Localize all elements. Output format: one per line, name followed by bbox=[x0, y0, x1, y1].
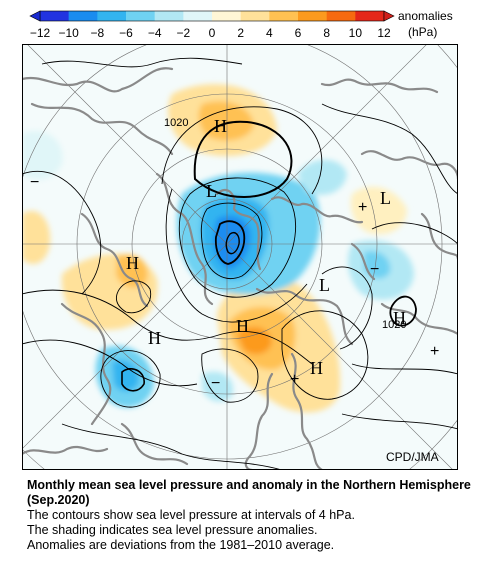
caption-line: Anomalies are deviations from the 1981–2… bbox=[27, 538, 335, 552]
positive-anomaly-sign: + bbox=[290, 371, 299, 388]
caption-line: The contours show sea level pressure at … bbox=[27, 508, 355, 522]
colorbar-cell bbox=[298, 11, 327, 21]
isobar bbox=[321, 103, 458, 195]
colorbar-cell bbox=[68, 11, 98, 21]
isobar-label: 1020 bbox=[164, 117, 188, 129]
legend-title-unit: (hPa) bbox=[408, 25, 437, 39]
colorbar-tick-label: −10 bbox=[58, 26, 79, 40]
anomaly-colorbar: −12 −10 −8 −6 −4 −2 0 2 4 6 8 10 12 anomalies (hPa) bbox=[29, 9, 453, 40]
colorbar-tick-labels: −12 −10 −8 −6 −4 −2 0 2 4 6 8 10 12 bbox=[30, 26, 391, 40]
negative-anomaly-region bbox=[22, 130, 63, 180]
positive-anomaly-sign: + bbox=[430, 343, 439, 360]
colorbar-tick-label: 10 bbox=[349, 26, 363, 40]
low-pressure-center: L bbox=[319, 275, 330, 295]
isobar bbox=[61, 423, 283, 470]
high-pressure-center: H bbox=[236, 316, 249, 336]
high-pressure-center: H bbox=[148, 328, 161, 348]
positive-anomaly-sign: + bbox=[358, 199, 367, 216]
negative-anomaly-region bbox=[297, 159, 347, 195]
positive-anomaly-region bbox=[116, 254, 148, 288]
colorbar-tick-label: 12 bbox=[377, 26, 391, 40]
negative-anomaly-sign: − bbox=[30, 174, 39, 191]
graticule bbox=[22, 44, 458, 470]
colorbar-cell bbox=[97, 11, 127, 21]
colorbar-right-arrow bbox=[383, 10, 395, 22]
high-pressure-center: H bbox=[393, 308, 406, 328]
isobar bbox=[22, 339, 198, 387]
isobar bbox=[115, 280, 152, 314]
colorbar-cell bbox=[212, 11, 241, 21]
colorbar-tick-label: 2 bbox=[237, 26, 244, 40]
colorbar-cell bbox=[326, 11, 356, 21]
colorbar-tick-label: 8 bbox=[323, 26, 330, 40]
high-pressure-center: H bbox=[126, 253, 139, 273]
anomaly-sign-markers: + − − − + + bbox=[30, 174, 439, 392]
colorbar-cell bbox=[240, 11, 270, 21]
isobar bbox=[161, 106, 323, 195]
caption-title: Monthly mean sea level pressure and anom… bbox=[27, 478, 471, 507]
negative-anomaly-sign: − bbox=[211, 375, 220, 392]
isobar-value-labels: 1020 1020 bbox=[164, 117, 406, 331]
positive-anomaly-region bbox=[237, 327, 272, 355]
pressure-center-labels: H L L L H H H H H bbox=[126, 116, 406, 378]
isobar bbox=[100, 350, 161, 408]
isobar bbox=[41, 57, 243, 68]
isobars bbox=[22, 57, 458, 470]
coastlines bbox=[22, 67, 458, 470]
negative-anomaly-sign: − bbox=[370, 261, 379, 278]
isobar bbox=[321, 266, 373, 350]
colorbar-tick-label: 6 bbox=[295, 26, 302, 40]
positive-anomaly-region bbox=[22, 210, 51, 264]
isobar bbox=[200, 202, 263, 279]
colorbar-cell bbox=[269, 11, 299, 21]
colorbar-tick-label: −2 bbox=[176, 26, 190, 40]
high-pressure-center: H bbox=[214, 116, 227, 136]
positive-anomaly-region bbox=[350, 186, 407, 235]
colorbar-tick-label: −6 bbox=[119, 26, 133, 40]
legend-title-anomalies: anomalies bbox=[398, 9, 453, 23]
colorbar-tick-label: −4 bbox=[148, 26, 162, 40]
colorbar-cells bbox=[39, 10, 385, 22]
isobar bbox=[165, 188, 308, 323]
map-frame bbox=[22, 44, 458, 470]
colorbar-left-arrow bbox=[29, 10, 41, 22]
isobar bbox=[193, 120, 293, 198]
low-pressure-center: L bbox=[380, 188, 391, 208]
negative-anomaly-region bbox=[213, 215, 251, 269]
colorbar-cell bbox=[40, 11, 69, 21]
isobar-label: 1020 bbox=[382, 319, 406, 331]
isobar bbox=[178, 177, 296, 298]
isobar bbox=[22, 170, 102, 295]
isobar bbox=[225, 232, 240, 255]
caption-line: The shading indicates sea level pressure… bbox=[27, 523, 318, 537]
colorbar-cell bbox=[126, 11, 155, 21]
sea-level-pressure-map: H L L L H H H H H 1020 1020 + − − − + + … bbox=[22, 44, 458, 470]
isobar bbox=[341, 413, 458, 430]
low-pressure-center: L bbox=[206, 181, 217, 201]
map-credit: CPD/JMA bbox=[386, 450, 439, 464]
colorbar-cell bbox=[355, 11, 385, 21]
colorbar-cell bbox=[154, 11, 184, 21]
isobar bbox=[371, 222, 458, 245]
isobar bbox=[389, 295, 417, 327]
colorbar-cell bbox=[183, 11, 213, 21]
colorbar-tick-label: −12 bbox=[30, 26, 51, 40]
isobar bbox=[214, 220, 246, 265]
high-pressure-center: H bbox=[310, 358, 323, 378]
isobar bbox=[22, 289, 313, 365]
colorbar-tick-label: 4 bbox=[266, 26, 273, 40]
negative-anomaly-region bbox=[364, 251, 391, 279]
isobar bbox=[201, 348, 259, 403]
caption-description: The contours show sea level pressure at … bbox=[27, 508, 477, 553]
positive-anomaly-region bbox=[198, 101, 254, 141]
colorbar-tick-label: −8 bbox=[90, 26, 104, 40]
isobar bbox=[121, 368, 145, 392]
isobar bbox=[351, 363, 458, 375]
colorbar-tick-label: 0 bbox=[209, 26, 216, 40]
isobar bbox=[281, 310, 369, 400]
